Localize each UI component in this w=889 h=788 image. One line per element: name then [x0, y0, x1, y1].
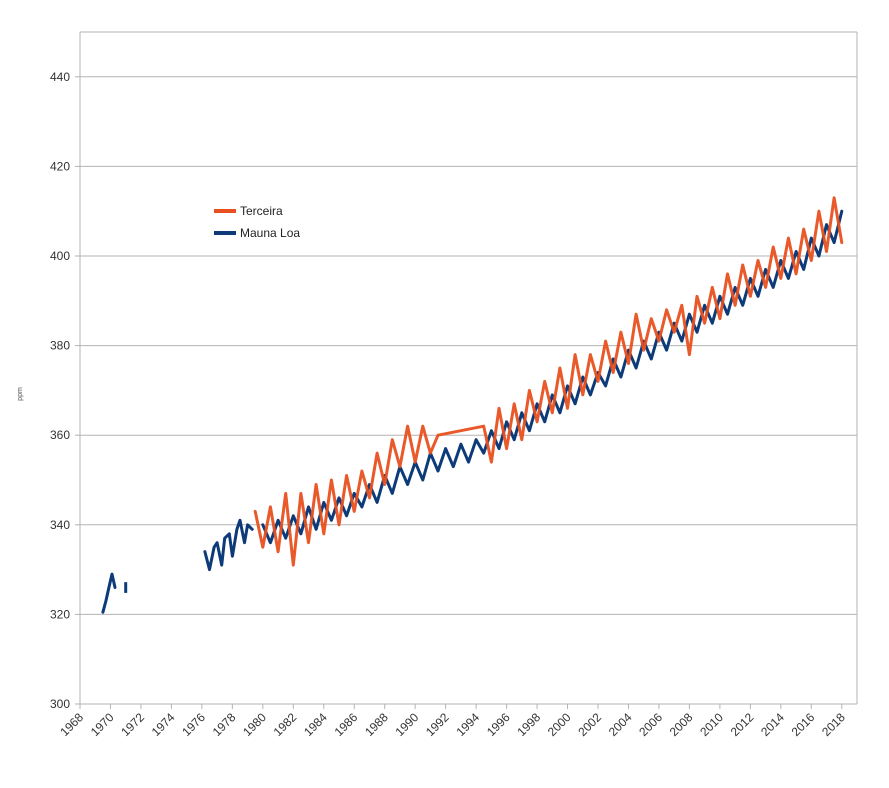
series-lines: [101, 196, 844, 614]
y-tick-label-360: 360: [50, 428, 70, 442]
y-tick-label-380: 380: [50, 339, 70, 353]
y-axis-label: ppm: [17, 387, 24, 401]
legend-label-terceira: Terceira: [240, 204, 283, 218]
legend-label-mauna-loa: Mauna Loa: [240, 226, 300, 240]
y-tick-label-320: 320: [50, 607, 70, 621]
y-tick-labels: 300 320 340 360 380 400 420 440: [50, 70, 70, 711]
y-tick-label-420: 420: [50, 159, 70, 173]
legend: Terceira Mauna Loa: [214, 204, 300, 240]
series-mauna-loa-segment-2: [203, 518, 254, 572]
y-tick-label-440: 440: [50, 70, 70, 84]
series-mauna-loa-segment-0: [101, 572, 117, 614]
series-mauna-loa-segment-3: [261, 209, 844, 545]
y-tick-label-400: 400: [50, 249, 70, 263]
y-tick-label-340: 340: [50, 518, 70, 532]
series-terceira-line: [253, 196, 844, 567]
grid: [75, 31, 858, 709]
y-tick-label-300: 300: [50, 697, 70, 711]
